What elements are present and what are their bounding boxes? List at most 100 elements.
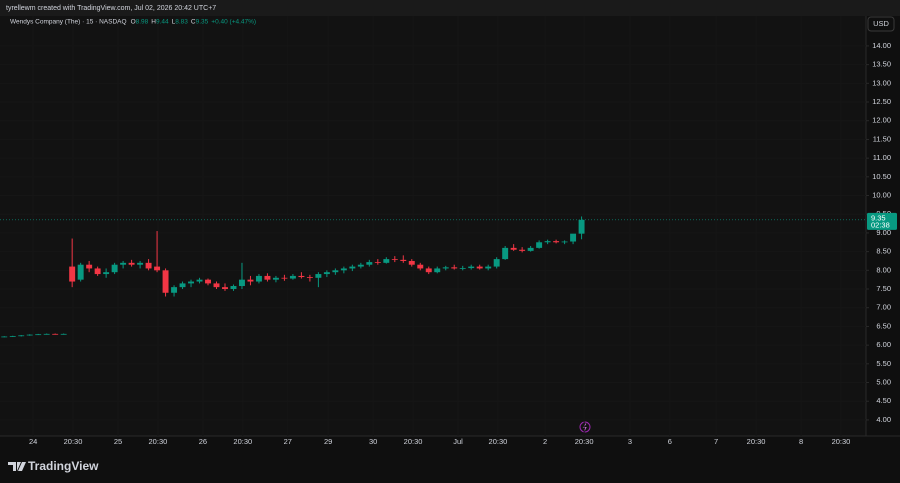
candle-body xyxy=(289,275,296,279)
candle-body xyxy=(94,268,101,275)
candle-body xyxy=(527,247,534,251)
legend-item: H xyxy=(151,19,156,26)
y-tick-label: 8.00 xyxy=(876,265,891,274)
y-tick-label: 7.50 xyxy=(876,284,891,293)
brand: TradingView xyxy=(28,459,99,473)
candle-body xyxy=(162,270,169,293)
candle-body xyxy=(222,287,228,290)
candle-body xyxy=(485,266,492,269)
candle-body xyxy=(374,262,381,263)
y-tick-label: 11.50 xyxy=(873,134,891,143)
y-tick-label: 5.50 xyxy=(876,359,891,368)
event-icon[interactable] xyxy=(579,421,591,433)
x-tick-label: 20:30 xyxy=(832,437,851,446)
candle-body xyxy=(86,264,93,269)
candle-body xyxy=(391,259,398,260)
countdown: 02:38 xyxy=(871,220,890,229)
x-tick-label: Jul xyxy=(453,437,463,446)
last-price-tag xyxy=(867,212,897,230)
candle-body xyxy=(510,247,517,250)
y-tick-label: 10.50 xyxy=(872,172,891,181)
x-tick-label: 20:30 xyxy=(64,437,83,446)
candle-body xyxy=(103,272,110,275)
event-icon-bolt xyxy=(582,423,587,431)
candle-body xyxy=(570,233,577,242)
candle-body xyxy=(434,268,441,273)
x-tick-label: 7 xyxy=(714,437,718,446)
y-tick-label: 4.50 xyxy=(876,396,891,405)
x-tick-label: 20:30 xyxy=(149,437,168,446)
x-tick-label: 8 xyxy=(799,437,803,446)
footer-bar xyxy=(0,448,900,483)
candle-body xyxy=(238,279,245,287)
x-tick-label: 24 xyxy=(29,437,37,446)
candle-body xyxy=(43,333,50,335)
header-bar xyxy=(0,0,900,16)
candle-body xyxy=(154,266,161,271)
y-tick-label: 4.00 xyxy=(876,415,891,424)
candle-body xyxy=(340,268,347,271)
x-tick-label: 30 xyxy=(369,437,377,446)
y-tick-label: 5.00 xyxy=(876,378,891,387)
candle-body xyxy=(349,266,356,269)
candle-body xyxy=(451,267,458,269)
legend-item: 8.98 xyxy=(136,19,149,26)
x-tick-label: 20:30 xyxy=(233,437,252,446)
plot-area xyxy=(0,16,866,436)
candle-body xyxy=(18,335,25,337)
x-tick-label: 27 xyxy=(284,437,292,446)
y-tick-label: 8.50 xyxy=(876,247,891,256)
x-tick-label: 29 xyxy=(324,437,332,446)
candle-body xyxy=(247,279,254,282)
candle-body xyxy=(425,268,432,273)
legend-item: +0.40 (+4.47%) xyxy=(211,19,256,26)
candle-body xyxy=(255,275,262,282)
candle-body xyxy=(188,281,195,284)
legend-item: 9.44 xyxy=(156,19,169,26)
candle-body xyxy=(281,277,288,279)
candle-body xyxy=(35,334,42,336)
candle-body xyxy=(196,279,203,282)
y-tick-label: 9.00 xyxy=(876,228,891,237)
candle-body xyxy=(493,259,500,267)
candle-body xyxy=(77,264,84,280)
candle-body xyxy=(264,275,271,280)
y-tick-label: 12.00 xyxy=(872,116,891,125)
currency-button[interactable] xyxy=(867,16,895,32)
candle-body xyxy=(272,277,279,280)
last-price-label: 9.35 xyxy=(871,213,886,222)
candle-body xyxy=(137,262,144,265)
x-tick-label: 26 xyxy=(199,437,207,446)
candle-body xyxy=(442,267,449,269)
credit: tyrellewm created with TradingView.com, … xyxy=(6,5,216,12)
candle-body xyxy=(502,247,509,260)
y-tick-label: 6.00 xyxy=(876,340,891,349)
candle-body xyxy=(417,264,424,269)
candle-body xyxy=(578,219,585,234)
candle-body xyxy=(357,264,364,267)
x-tick-label: 20:30 xyxy=(575,437,594,446)
candle-body xyxy=(26,334,33,336)
candle-body xyxy=(519,249,526,251)
candle-body xyxy=(171,287,178,293)
candle-body xyxy=(332,270,339,273)
candle-body xyxy=(230,286,237,290)
candle-body xyxy=(298,275,305,278)
y-tick-label: 13.00 xyxy=(872,78,891,87)
candle-body xyxy=(52,333,59,335)
x-tick-label: 20:30 xyxy=(404,437,423,446)
candle-body xyxy=(544,241,551,243)
candle-body xyxy=(561,241,568,243)
logo-icon xyxy=(8,462,26,471)
candle-body xyxy=(1,336,8,338)
candle-body xyxy=(459,268,466,269)
candle-body xyxy=(306,277,313,278)
candle-body xyxy=(179,283,186,288)
currency[interactable]: USD xyxy=(873,19,889,28)
candle-body xyxy=(60,333,67,335)
y-tick-label: 14.00 xyxy=(872,41,891,50)
candle-body xyxy=(9,336,16,337)
candle-body xyxy=(400,259,407,261)
